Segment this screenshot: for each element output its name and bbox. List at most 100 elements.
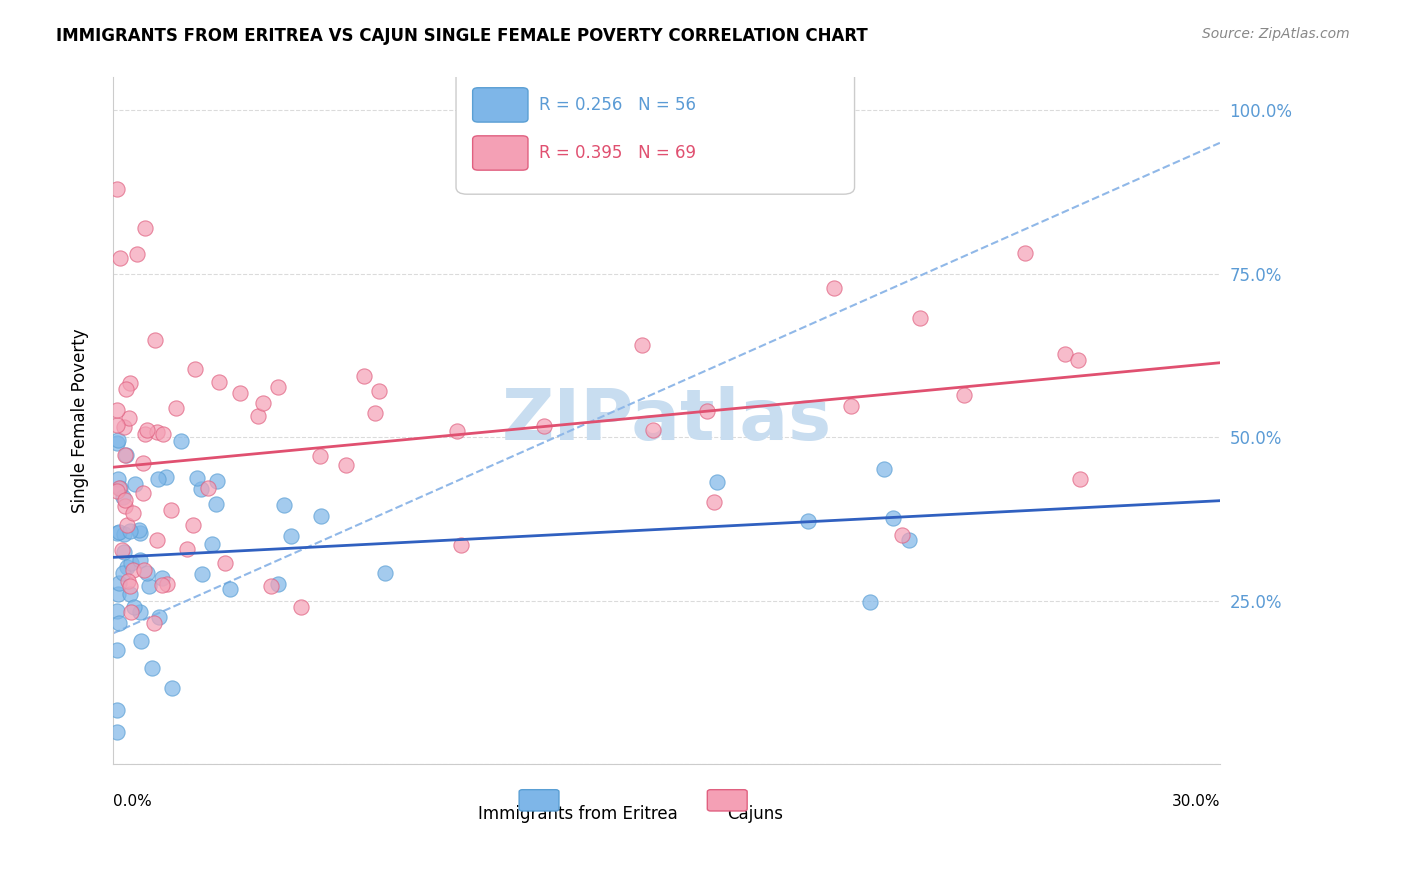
FancyBboxPatch shape: [519, 789, 560, 811]
Point: [108, 575, 131, 590]
Point: [696, 403, 718, 417]
Point: [105, 484, 128, 499]
Point: [364, 406, 387, 420]
Point: [121, 563, 143, 577]
Point: [128, 523, 150, 537]
Point: [908, 311, 931, 326]
Point: [143, 615, 166, 630]
Point: [150, 571, 173, 585]
Point: [159, 502, 181, 516]
Text: 30.0%: 30.0%: [1171, 794, 1220, 809]
Point: [120, 605, 142, 619]
FancyBboxPatch shape: [472, 87, 529, 122]
Point: [115, 449, 138, 463]
Point: [105, 418, 128, 433]
Point: [112, 490, 135, 504]
Point: [266, 577, 288, 591]
Point: [160, 681, 183, 695]
Point: [643, 424, 665, 438]
Point: [176, 542, 198, 557]
Point: [152, 427, 174, 442]
Point: [117, 574, 139, 589]
Point: [446, 425, 468, 439]
Point: [105, 403, 128, 417]
Y-axis label: Single Female Poverty: Single Female Poverty: [72, 328, 89, 513]
Point: [118, 524, 141, 538]
Point: [150, 578, 173, 592]
Point: [111, 566, 134, 580]
Point: [122, 507, 145, 521]
Point: [108, 251, 131, 265]
Point: [114, 448, 136, 462]
Point: [631, 338, 654, 352]
Point: [267, 380, 290, 394]
Point: [181, 518, 204, 533]
Point: [105, 526, 128, 541]
Point: [335, 458, 357, 473]
Point: [706, 475, 728, 489]
Text: R = 0.256   N = 56: R = 0.256 N = 56: [538, 96, 696, 114]
Point: [146, 533, 169, 547]
Point: [156, 576, 179, 591]
Point: [143, 334, 166, 348]
Point: [308, 450, 330, 464]
Point: [118, 587, 141, 601]
Point: [124, 476, 146, 491]
Point: [214, 556, 236, 570]
Point: [141, 661, 163, 675]
Point: [131, 485, 153, 500]
Point: [823, 281, 845, 295]
Point: [882, 511, 904, 525]
Point: [1053, 347, 1076, 361]
Point: [107, 434, 129, 448]
Point: [170, 434, 193, 449]
Point: [114, 492, 136, 507]
Point: [129, 553, 152, 567]
Point: [120, 376, 142, 391]
Point: [118, 579, 141, 593]
Point: [859, 594, 882, 608]
Point: [201, 537, 224, 551]
Point: [108, 524, 131, 539]
Point: [117, 517, 139, 532]
Point: [134, 220, 156, 235]
FancyBboxPatch shape: [456, 63, 855, 194]
Point: [107, 472, 129, 486]
Point: [280, 529, 302, 543]
Point: [205, 474, 228, 488]
Point: [138, 578, 160, 592]
Point: [105, 724, 128, 739]
Point: [118, 411, 141, 425]
Text: ZIPatlas: ZIPatlas: [502, 386, 831, 455]
Point: [184, 362, 207, 376]
Text: Immigrants from Eritrea: Immigrants from Eritrea: [478, 805, 678, 823]
Point: [122, 599, 145, 614]
Point: [797, 514, 820, 528]
Point: [108, 481, 131, 495]
Point: [129, 634, 152, 648]
Point: [120, 557, 142, 571]
Point: [105, 181, 128, 195]
Point: [368, 384, 391, 398]
Point: [114, 382, 136, 396]
FancyBboxPatch shape: [472, 136, 529, 170]
Point: [450, 538, 472, 552]
Point: [309, 508, 332, 523]
Point: [114, 500, 136, 514]
Point: [953, 387, 976, 401]
Point: [533, 419, 555, 434]
Point: [112, 526, 135, 541]
Point: [703, 494, 725, 508]
Point: [873, 462, 896, 476]
Point: [891, 527, 914, 541]
Text: R = 0.395   N = 69: R = 0.395 N = 69: [538, 144, 696, 162]
Point: [273, 498, 295, 512]
Point: [353, 369, 375, 384]
Point: [105, 703, 128, 717]
Point: [228, 386, 250, 401]
Point: [197, 481, 219, 495]
Point: [148, 609, 170, 624]
Point: [186, 471, 208, 485]
Point: [112, 420, 135, 434]
Point: [252, 396, 274, 410]
